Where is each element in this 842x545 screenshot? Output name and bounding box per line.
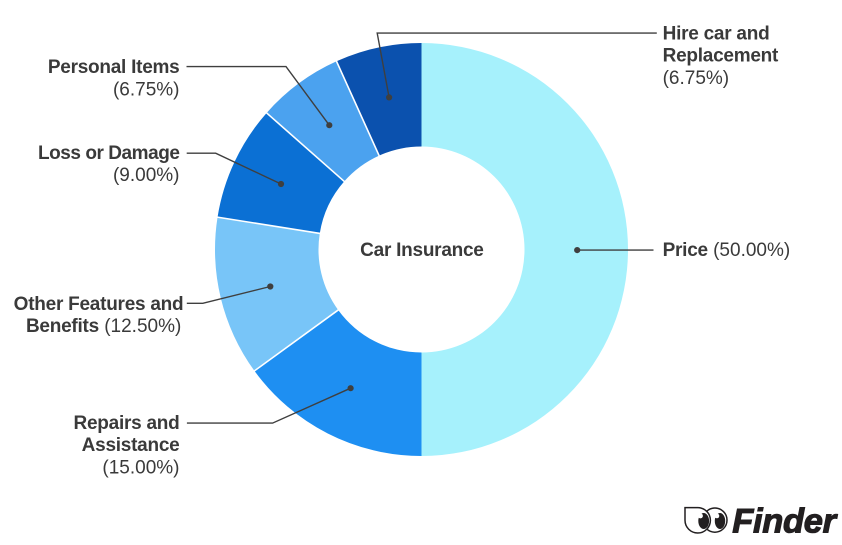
svg-text:Replacement: Replacement — [663, 46, 779, 67]
svg-text:(15.00%): (15.00%) — [102, 457, 179, 478]
svg-text:(6.75%): (6.75%) — [663, 68, 730, 89]
svg-text:Repairs and: Repairs and — [73, 413, 179, 434]
svg-text:Car Insurance: Car Insurance — [360, 240, 483, 261]
svg-text:Hire car and: Hire car and — [663, 24, 770, 45]
svg-text:Price (50.00%): Price (50.00%) — [663, 240, 791, 261]
svg-text:Finder: Finder — [732, 503, 837, 541]
svg-text:Other Features and: Other Features and — [14, 294, 184, 315]
svg-text:Assistance: Assistance — [82, 435, 180, 456]
svg-text:(9.00%): (9.00%) — [113, 165, 180, 186]
svg-text:(6.75%): (6.75%) — [113, 79, 180, 100]
svg-text:Loss or Damage: Loss or Damage — [38, 143, 180, 164]
svg-text:Personal Items: Personal Items — [48, 57, 180, 78]
svg-text:Benefits (12.50%): Benefits (12.50%) — [26, 316, 181, 337]
